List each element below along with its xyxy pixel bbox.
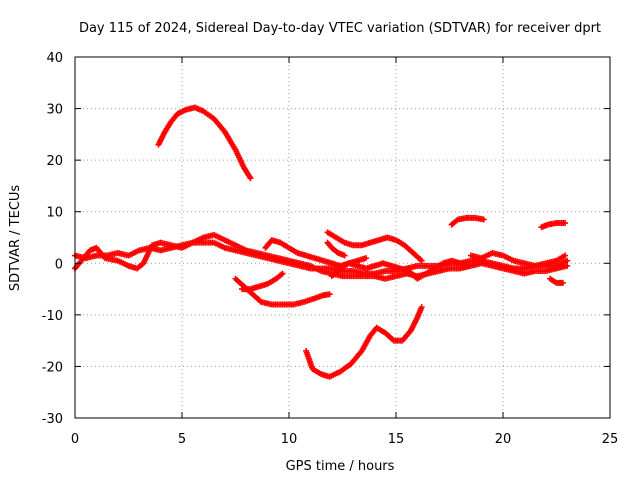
series-band-upper-3	[324, 239, 348, 259]
series-band-upper	[262, 237, 370, 269]
data-point	[279, 270, 286, 277]
y-tick-label: 20	[46, 154, 63, 169]
y-tick-label: -30	[42, 412, 63, 427]
data-point	[562, 252, 569, 259]
series-arc-high	[155, 104, 254, 182]
x-tick-label: 25	[602, 432, 619, 447]
y-axis-label: SDTVAR / TECUs	[8, 185, 23, 292]
series-band-upper-2	[324, 229, 425, 264]
series-arc-mid-low-2	[238, 270, 286, 293]
data-point	[564, 262, 571, 269]
data-point	[465, 262, 472, 269]
y-tick-label: 10	[46, 206, 63, 221]
chart-title: Day 115 of 2024, Sidereal Day-to-day VTE…	[79, 21, 601, 36]
y-tick-label: -10	[42, 309, 63, 324]
data-point	[418, 304, 425, 311]
series-arc-right-b	[538, 220, 569, 231]
series-arc-low	[303, 304, 425, 380]
series-arc-right-c	[547, 275, 566, 286]
plot-frame	[74, 56, 611, 419]
data-point	[341, 252, 348, 259]
x-axis-label: GPS time / hours	[286, 459, 395, 474]
y-tick-label: 40	[46, 51, 63, 66]
x-tick-label: 15	[388, 432, 405, 447]
data-series	[72, 104, 571, 380]
series-band-lower-wave	[328, 257, 472, 282]
data-point	[326, 291, 333, 298]
y-tick-label: -20	[42, 360, 63, 375]
x-tick-label: 0	[71, 432, 79, 447]
x-tick-label: 20	[495, 432, 512, 447]
data-point	[363, 255, 370, 262]
series-band-right	[467, 249, 569, 269]
x-tick-label: 5	[178, 432, 186, 447]
data-point	[418, 257, 425, 264]
data-point	[564, 257, 571, 264]
ticks	[74, 56, 611, 419]
x-tick-label: 10	[281, 432, 298, 447]
series-arc-right-a	[448, 214, 487, 228]
tick-labels: 0 5 10 15 20 25 -30 -20 -10 0 10 20 30 40	[42, 51, 619, 447]
data-point	[247, 175, 254, 182]
y-tick-label: 30	[46, 103, 63, 118]
series-arc-mid-low	[232, 275, 333, 308]
data-point	[559, 279, 566, 286]
y-tick-label: 0	[55, 257, 63, 272]
data-point	[480, 216, 487, 223]
data-point	[562, 220, 569, 227]
